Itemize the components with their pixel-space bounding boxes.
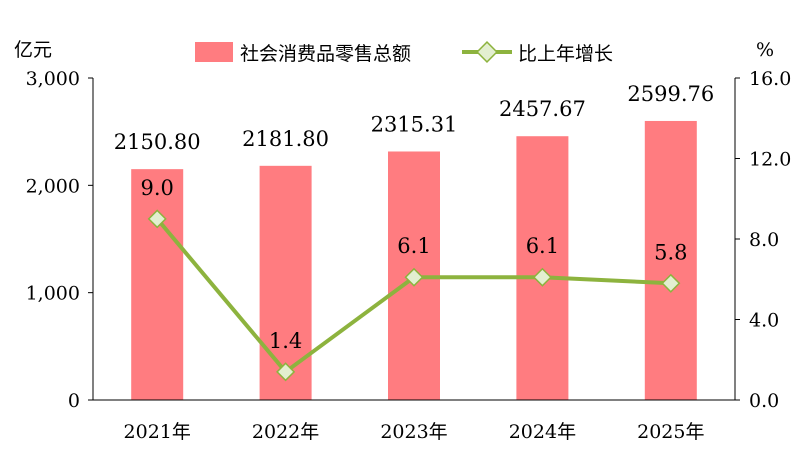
growth-point-2024年 xyxy=(532,267,552,287)
growth-point-2021年 xyxy=(147,209,167,229)
growth-point-2022年 xyxy=(276,362,296,382)
bar-value-label: 2599.76 xyxy=(627,82,714,106)
legend-bar-label: 社会消费品零售总额 xyxy=(240,43,411,65)
bar-value-label: 2181.80 xyxy=(242,127,329,151)
x-category-label: 2025年 xyxy=(637,421,704,443)
growth-point-2025年 xyxy=(661,273,681,293)
x-category-label: 2021年 xyxy=(124,421,191,443)
right-axis-ticks: 0.0 4.0 8.0 12.0 16.0 xyxy=(735,68,791,412)
left-tick-label: 0 xyxy=(68,390,80,412)
legend: 社会消费品零售总额 比上年增长 xyxy=(195,41,613,65)
bar-value-label: 2315.31 xyxy=(371,112,458,136)
right-axis-unit: % xyxy=(756,39,774,61)
right-tick-label: 16.0 xyxy=(749,68,791,90)
bar-2025年 xyxy=(644,120,697,400)
growth-value-label: 6.1 xyxy=(526,234,559,258)
right-tick-label: 12.0 xyxy=(749,149,791,171)
legend-line-label: 比上年增长 xyxy=(518,43,613,65)
growth-line xyxy=(147,209,681,382)
right-tick-label: 0.0 xyxy=(749,390,779,412)
bar-value-labels: 2150.80 2181.80 2315.31 2457.67 2599.76 xyxy=(114,82,714,154)
legend-line-marker xyxy=(476,41,498,63)
left-axis-unit: 亿元 xyxy=(14,39,52,61)
bar-value-label: 2457.67 xyxy=(499,97,586,121)
growth-value-label: 5.8 xyxy=(654,240,687,264)
x-axis-labels: 2021年 2022年 2023年 2024年 2025年 xyxy=(124,421,705,443)
left-axis-ticks: 0 1,000 2,000 3,000 xyxy=(26,68,93,412)
left-tick-label: 2,000 xyxy=(26,175,80,197)
bar-value-label: 2150.80 xyxy=(114,130,201,154)
growth-value-label: 9.0 xyxy=(140,176,173,200)
x-category-label: 2023年 xyxy=(380,421,447,443)
left-tick-label: 3,000 xyxy=(26,68,80,90)
growth-point-2023年 xyxy=(404,267,424,287)
growth-value-label: 1.4 xyxy=(269,329,302,353)
line-value-labels: 9.0 1.4 6.1 6.1 5.8 xyxy=(140,176,687,353)
bar-2021年 xyxy=(131,169,184,400)
right-tick-label: 4.0 xyxy=(749,310,779,332)
left-tick-label: 1,000 xyxy=(26,283,80,305)
bars xyxy=(131,120,697,400)
right-tick-label: 8.0 xyxy=(749,229,779,251)
legend-bar-swatch xyxy=(195,42,233,62)
growth-value-label: 6.1 xyxy=(397,234,430,258)
x-category-label: 2024年 xyxy=(509,421,576,443)
x-category-label: 2022年 xyxy=(252,421,319,443)
